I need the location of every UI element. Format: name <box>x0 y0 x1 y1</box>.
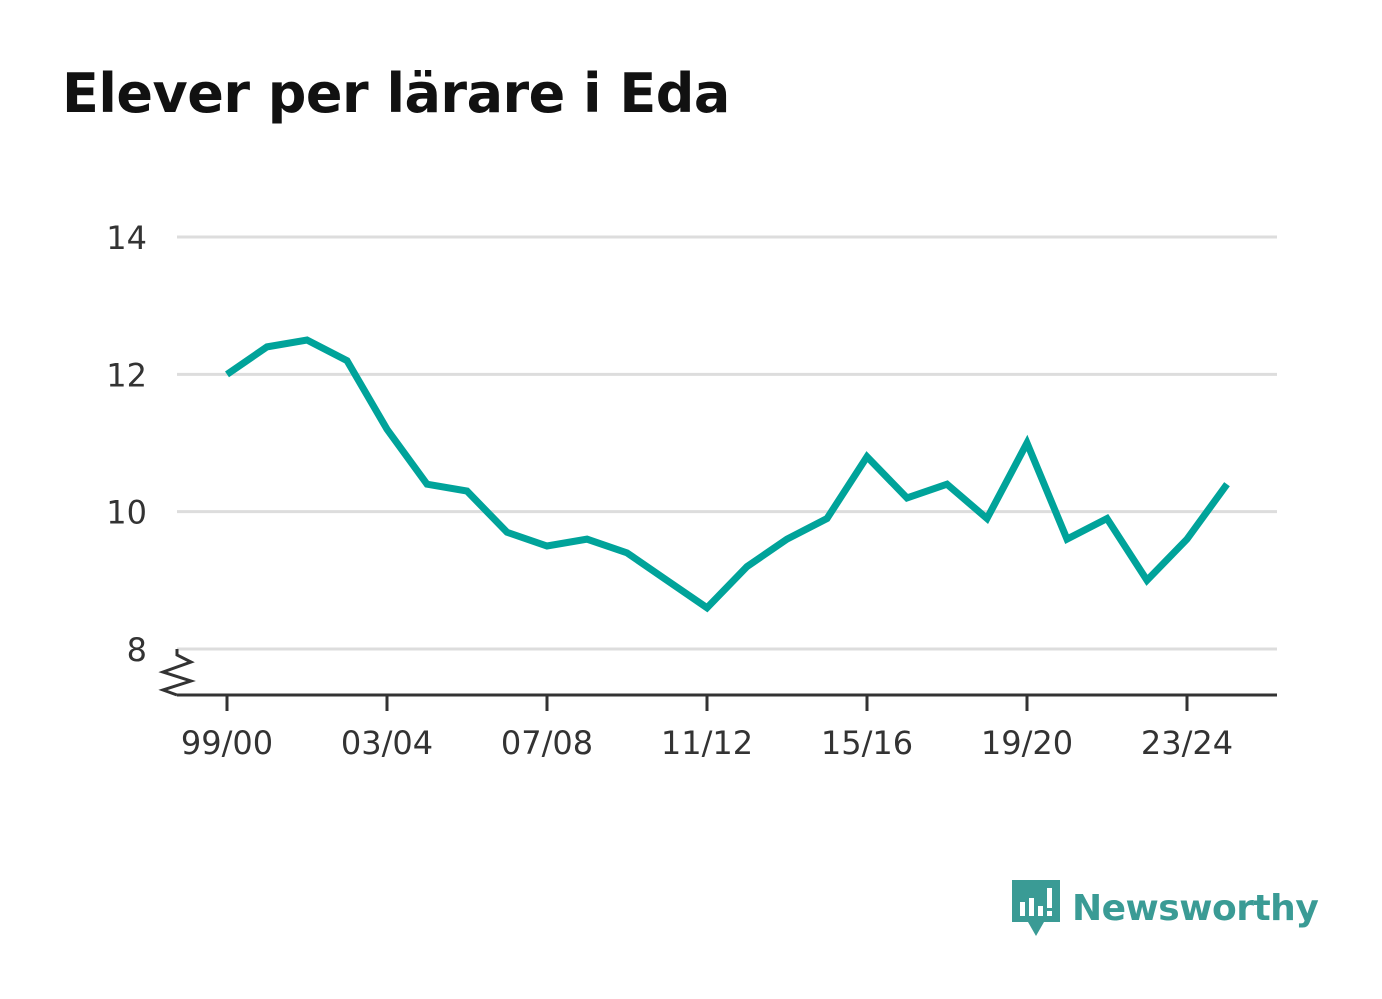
newsworthy-logo-icon <box>1012 880 1060 936</box>
grid-lines <box>177 235 1277 651</box>
x-tick-label: 11/12 <box>661 724 753 762</box>
x-axis-ticks: 99/00 03/04 07/08 11/12 15/16 19/20 23/24 <box>181 695 1233 762</box>
brand-name: Newsworthy <box>1072 887 1319 929</box>
y-tick-label: 12 <box>106 356 147 394</box>
x-tick-label: 15/16 <box>821 724 913 762</box>
x-tick-label: 23/24 <box>1141 724 1233 762</box>
y-axis-ticks: 8 10 12 14 <box>106 219 147 669</box>
y-tick-label: 10 <box>106 494 147 532</box>
series-group <box>225 336 1230 613</box>
axis-break-icon <box>158 649 196 697</box>
x-tick-label: 03/04 <box>341 724 433 762</box>
chart-title: Elever per lärare i Eda <box>62 62 730 125</box>
x-axis <box>158 649 1277 697</box>
x-tick-label: 19/20 <box>981 724 1073 762</box>
series-line <box>225 336 1230 613</box>
y-tick-label: 14 <box>106 219 147 257</box>
brand-logo: Newsworthy <box>1010 878 1319 938</box>
y-tick-label: 8 <box>127 631 147 669</box>
x-tick-label: 07/08 <box>501 724 593 762</box>
x-tick-label: 99/00 <box>181 724 273 762</box>
